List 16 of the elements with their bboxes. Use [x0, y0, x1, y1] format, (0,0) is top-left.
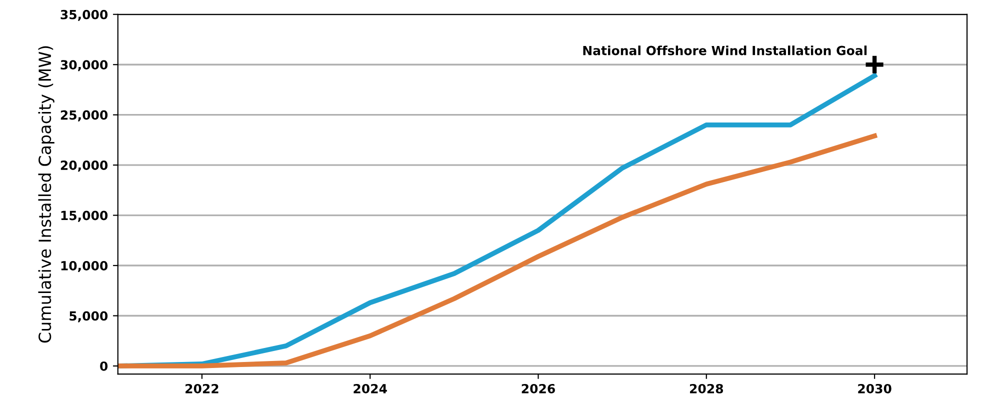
- x-tick-label: 2030: [858, 384, 892, 394]
- x-tick-label: 2024: [354, 384, 387, 394]
- line-series: [118, 134, 877, 368]
- y-tick-label: 20,000: [60, 160, 108, 172]
- y-tick-label: 25,000: [60, 110, 108, 122]
- y-tick-label: 15,000: [61, 210, 108, 222]
- x-tick-label: 2026: [522, 384, 555, 394]
- y-tick-label: 10,000: [61, 260, 108, 272]
- y-axis-title: Cumulative Installed Capacity (MW): [38, 46, 54, 343]
- y-tick-label: 5,000: [70, 311, 108, 322]
- y-tick-label: 30,000: [60, 60, 108, 72]
- y-tick-label: 0: [100, 361, 108, 371]
- x-tick-label: 2022: [186, 384, 218, 394]
- x-tick-label: 2028: [690, 384, 724, 394]
- y-tick-label: 35,000: [60, 10, 108, 21]
- annotation: National Offshore Wind Installation Goal: [583, 46, 867, 56]
